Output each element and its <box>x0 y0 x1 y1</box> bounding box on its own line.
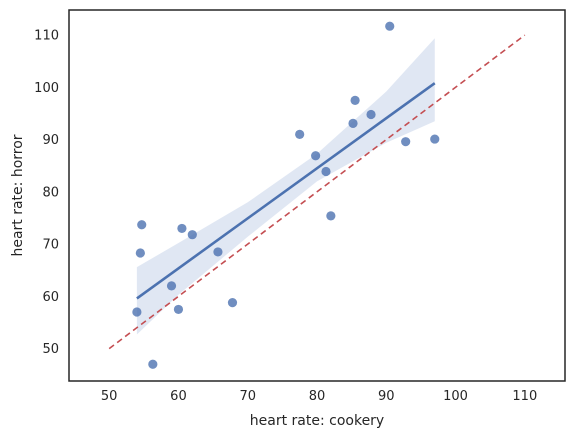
data-points-layer <box>132 21 440 369</box>
data-point <box>326 211 336 221</box>
y-tick-label: 60 <box>42 290 59 305</box>
y-tick-label: 110 <box>34 29 59 44</box>
data-point <box>348 118 358 128</box>
data-point <box>295 129 305 139</box>
y-tick-label: 90 <box>42 133 59 148</box>
y-tick-label: 80 <box>42 185 59 200</box>
x-tick-label: 60 <box>170 389 187 404</box>
y-axis-ticks: 50 60 70 80 90 100 110 <box>34 29 59 358</box>
x-tick-label: 100 <box>443 389 468 404</box>
x-tick-label: 80 <box>309 389 326 404</box>
data-point <box>187 230 197 240</box>
regression-line <box>136 82 436 300</box>
plot-frame <box>68 9 566 382</box>
data-point <box>132 307 142 317</box>
identity-line <box>108 34 526 350</box>
data-point <box>148 359 158 369</box>
regression-line-layer <box>136 82 436 300</box>
confidence-band-layer <box>136 38 435 335</box>
x-tick-label: 110 <box>512 389 537 404</box>
data-point <box>213 247 223 257</box>
confidence-band <box>136 38 435 335</box>
data-point <box>173 304 184 315</box>
data-point <box>177 223 187 234</box>
data-point <box>135 248 145 258</box>
data-point <box>430 134 440 144</box>
identity-line-layer <box>108 34 526 350</box>
y-axis-label: heart rate: horror <box>10 134 26 256</box>
x-tick-label: 90 <box>378 389 395 404</box>
data-point <box>385 21 395 31</box>
y-tick-label: 70 <box>42 238 59 253</box>
x-axis-label: heart rate: cookery <box>250 413 384 429</box>
y-tick-label: 100 <box>34 81 59 96</box>
data-point <box>321 166 331 177</box>
y-tick-label: 50 <box>42 342 59 357</box>
data-point <box>311 151 321 161</box>
data-point <box>227 298 238 308</box>
x-tick-label: 50 <box>101 389 118 404</box>
data-point <box>366 109 376 120</box>
data-point <box>350 95 360 105</box>
data-point <box>166 281 177 291</box>
data-point <box>401 137 411 147</box>
data-point <box>137 220 147 230</box>
x-tick-label: 70 <box>239 389 256 404</box>
x-axis-ticks: 50 60 70 80 90 100 110 <box>101 389 537 404</box>
